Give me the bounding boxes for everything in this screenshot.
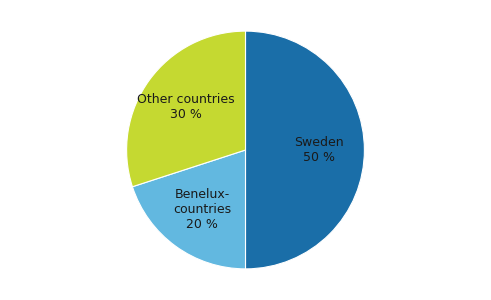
Text: Benelux-
countries
20 %: Benelux- countries 20 % — [173, 188, 231, 231]
Text: Sweden
50 %: Sweden 50 % — [295, 136, 344, 164]
Text: Other countries
30 %: Other countries 30 % — [137, 93, 235, 121]
Wedge shape — [133, 150, 246, 269]
Wedge shape — [127, 31, 246, 187]
Wedge shape — [246, 31, 364, 269]
